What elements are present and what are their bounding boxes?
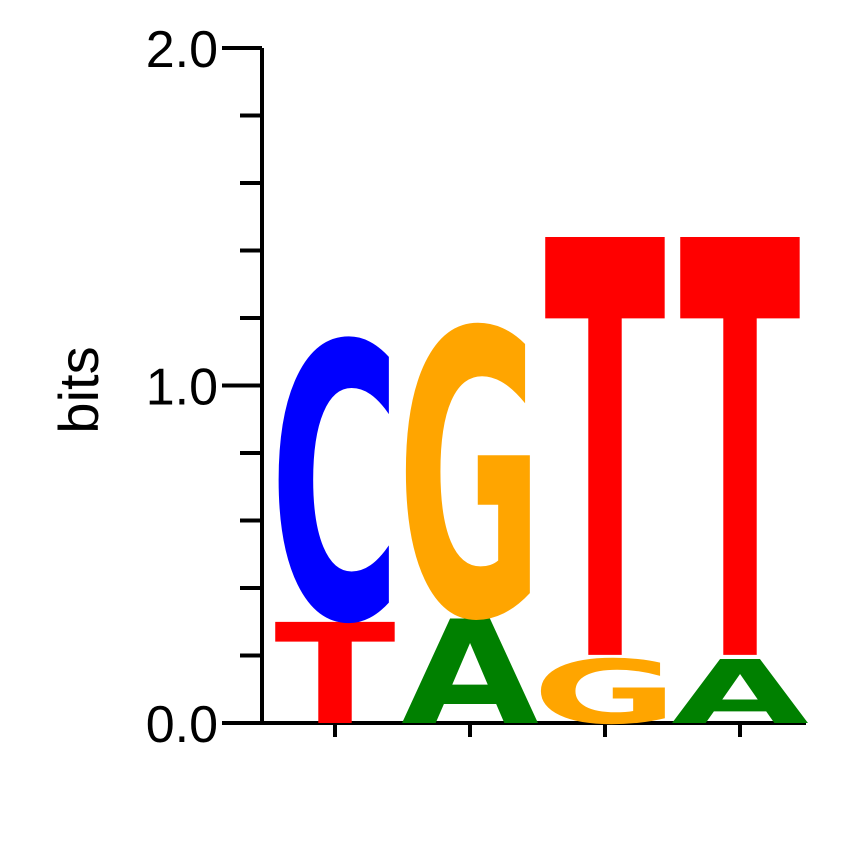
letter-t: T [544,124,666,791]
letter-g: G [397,250,543,707]
y-tick-label: 1.0 [146,359,218,417]
letter-t: T [274,594,395,756]
letter-t: T [679,124,801,791]
letter-c: C [270,266,400,708]
axes: 0.0 1.0 2.0 [146,21,806,754]
y-tick-label: 0.0 [146,696,218,754]
y-axis-title: bits [47,346,110,433]
letter-a: A [671,642,809,744]
y-tick-label: 2.0 [146,21,218,79]
letter-g: G [532,642,678,744]
letter-a: A [401,591,539,758]
